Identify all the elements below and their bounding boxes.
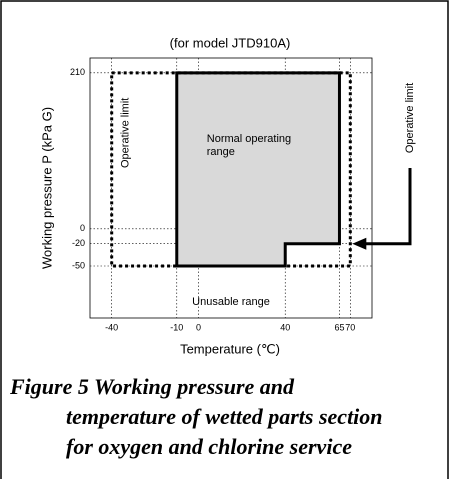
operative-limit-label: Operative limit	[120, 98, 132, 168]
chart-title: (for model JTD910A)	[170, 35, 291, 50]
x-axis-label: Temperature (℃)	[180, 341, 280, 356]
x-tick-label: -40	[105, 322, 118, 332]
y-tick-label: 0	[80, 223, 85, 233]
caption-line: temperature of wetted parts section	[66, 404, 383, 429]
normal-range	[175, 71, 341, 268]
y-tick-label: -20	[72, 238, 85, 248]
y-tick-label: -50	[72, 260, 85, 270]
x-tick-label: 70	[345, 322, 355, 332]
arrow-head	[352, 237, 367, 250]
y-axis-label: Working pressure P (kPa G)	[39, 107, 54, 269]
y-tick-label: 210	[70, 67, 85, 77]
plot-area	[89, 57, 373, 319]
x-tick-label: 40	[280, 322, 290, 332]
unusable-label: Unusable range	[192, 296, 270, 308]
arrow	[362, 168, 412, 246]
x-tick-label: 0	[196, 322, 201, 332]
normal-range-label: Normal operating range	[206, 132, 292, 158]
operative-limit	[110, 71, 352, 268]
caption-line: for oxygen and chlorine service	[66, 434, 352, 459]
x-tick-label: -10	[170, 322, 183, 332]
caption-line: Figure 5 Working pressure and	[10, 374, 295, 399]
x-tick-label: 65	[334, 322, 344, 332]
operative-limit-label: Operative limit	[404, 83, 416, 153]
